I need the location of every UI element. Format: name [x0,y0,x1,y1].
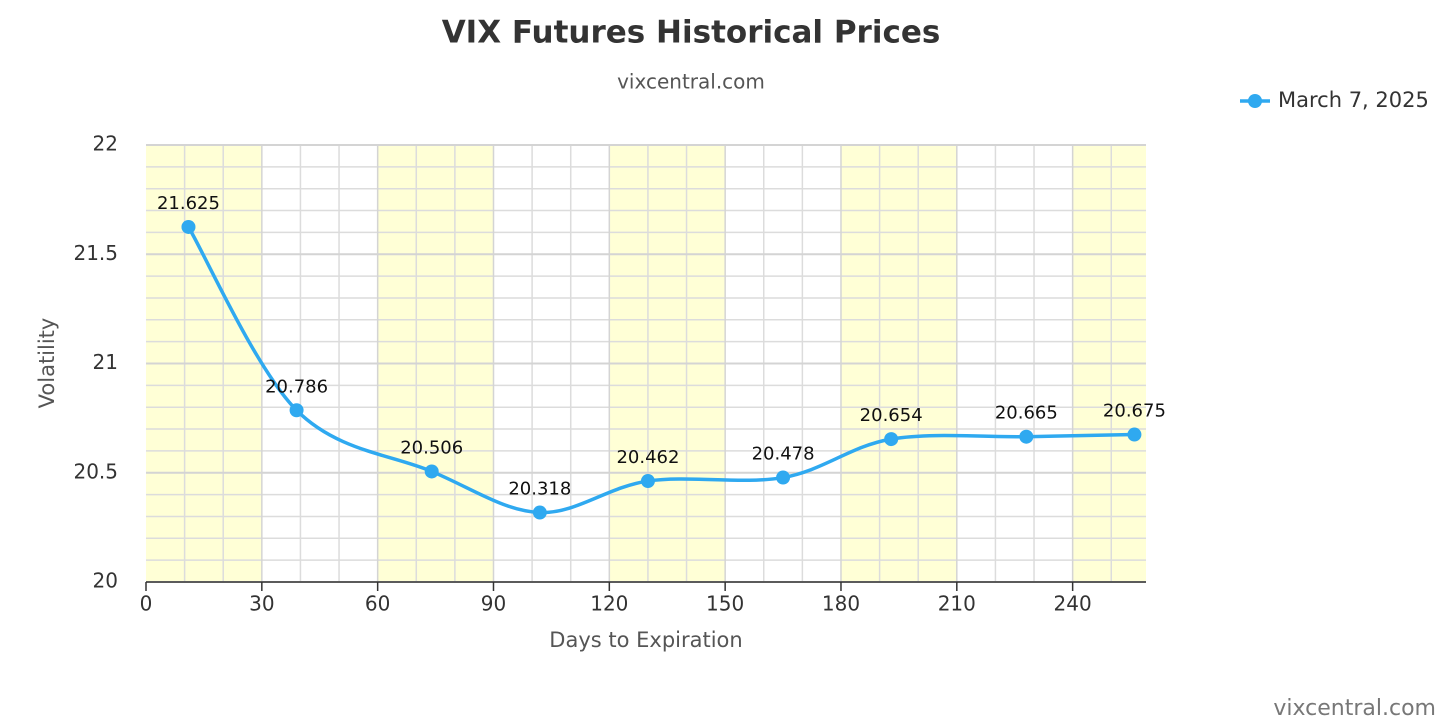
data-label: 20.665 [995,403,1058,424]
data-label: 20.318 [508,479,571,500]
point [1127,427,1142,442]
data-label: 21.625 [157,193,220,214]
axes: 20 20.5 21 21.5 22 0 30 60 90 120 150 180 210 240 [73,132,1146,616]
x-tick-label: 120 [590,592,628,616]
y-axis-label: Volatility [35,318,59,409]
x-tick-label: 210 [938,592,976,616]
point [532,505,547,520]
data-label: 20.506 [400,437,463,458]
data-label: 20.478 [752,444,815,465]
y-tick-label: 22 [93,132,118,156]
x-tick-label: 60 [365,592,390,616]
x-tick-label: 240 [1054,592,1092,616]
point [424,464,439,479]
legend-label: March 7, 2025 [1278,88,1429,112]
data-label: 20.786 [265,376,328,397]
x-tick-label: 180 [822,592,860,616]
data-label: 20.654 [860,405,923,426]
y-tick-label: 20 [93,569,118,593]
grid [146,144,1146,583]
x-tick-label: 30 [249,592,274,616]
x-tick-label: 90 [481,592,506,616]
x-axis-label: Days to Expiration [549,628,742,652]
chart-subtitle: vixcentral.com [617,70,765,94]
point [181,219,196,234]
point [640,474,655,489]
point [1019,429,1034,444]
legend-marker [1248,94,1262,108]
credit: vixcentral.com [1273,696,1436,721]
y-tick-label: 21 [93,350,118,374]
data-label: 20.462 [616,447,679,468]
y-tick-label: 21.5 [73,241,118,265]
point [289,403,304,418]
y-tick-label: 20.5 [73,459,118,483]
x-tick-label: 0 [140,592,153,616]
data-label: 20.675 [1103,401,1166,422]
point [776,470,791,485]
point [884,432,899,447]
marks: 21.625 20.786 20.506 20.318 20.462 20.478 20.6… [157,193,1166,520]
series-line [186,226,1135,515]
chart-title: VIX Futures Historical Prices [442,15,941,51]
x-tick-label: 150 [706,592,744,616]
